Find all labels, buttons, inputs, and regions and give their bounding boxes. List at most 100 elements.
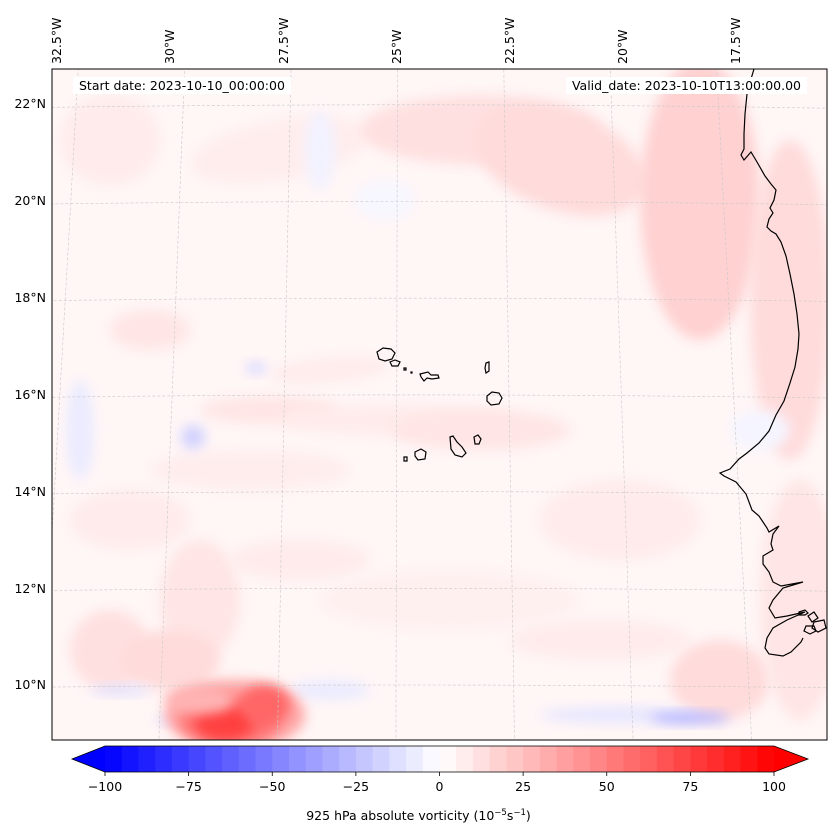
colorbar-tick-label: −50 (259, 779, 286, 794)
latitude-tick-label: 10°N (14, 677, 46, 692)
colorbar-tick-label: 50 (598, 779, 615, 794)
colorbar-band (272, 746, 290, 772)
colorbar-band (506, 746, 524, 772)
colorbar-band (472, 746, 491, 772)
island-coastline (419, 371, 440, 382)
colorbar-band (406, 746, 424, 772)
longitude-tick-label: 32.5°W (49, 17, 64, 64)
parallel-gridline (52, 104, 827, 109)
colorbar-tick-label: 100 (762, 779, 786, 794)
vorticity-contour (120, 630, 220, 690)
african-coastline (718, 69, 806, 657)
colorbar-band (389, 746, 407, 772)
longitude-tick-label: 27.5°W (276, 17, 291, 64)
colorbar-band (539, 746, 558, 772)
colorbar-band (288, 746, 307, 772)
map-field (52, 69, 827, 740)
vorticity-field (60, 69, 827, 740)
colorbar-band (155, 746, 173, 772)
latitude-tick-label: 16°N (14, 387, 46, 402)
parallel-gridline (52, 587, 827, 592)
colorbar-band (656, 746, 675, 772)
island-coastline (403, 456, 408, 462)
vorticity-contour (160, 540, 240, 660)
colorbar (70, 745, 810, 776)
latitude-tick-label: 14°N (14, 484, 46, 499)
vorticity-maximum (240, 685, 290, 725)
island-coastline (414, 448, 427, 461)
colorbar-band (673, 746, 691, 772)
gridlines (52, 69, 827, 740)
vorticity-contour (246, 362, 266, 374)
longitude-tick-label: 22.5°W (502, 17, 517, 64)
island-coastline (376, 347, 396, 362)
meridian-gridline (158, 69, 185, 740)
vorticity-maximum (165, 686, 235, 714)
colorbar-band (205, 746, 223, 772)
vorticity-contour (650, 712, 730, 724)
colorbar-band (606, 746, 624, 772)
colorbar-band (489, 746, 507, 772)
longitude-tick-label: 20°W (615, 29, 630, 64)
island-coastline (486, 391, 503, 406)
colorbar-extend-max (774, 746, 808, 772)
colorbar-tick-label: 25 (515, 779, 532, 794)
meridian-gridline (716, 69, 752, 740)
meridian-gridline (609, 69, 634, 740)
colorbar-band (422, 746, 440, 772)
vorticity-contour (473, 103, 647, 217)
vorticity-contour (230, 540, 370, 580)
colorbar-band (372, 746, 390, 772)
colorbar-band (355, 746, 374, 772)
vorticity-contour (320, 570, 580, 630)
map-frame (51, 68, 828, 741)
colorbar-band (138, 746, 156, 772)
colorbar-band (171, 746, 190, 772)
colorbar-band (623, 746, 641, 772)
latitude-tick-label: 18°N (14, 290, 46, 305)
island-coastline (403, 367, 407, 371)
vorticity-contour (355, 180, 415, 220)
latitude-tick-label: 22°N (14, 96, 46, 111)
colorbar-band (105, 746, 123, 772)
colorbar-tick-label: −100 (87, 779, 123, 794)
longitude-tick-label: 17.5°W (728, 17, 743, 64)
vorticity-contour (90, 685, 150, 695)
colorbar-band (305, 746, 323, 772)
colorbar-band (690, 746, 708, 772)
colorbar-tick-label: −75 (175, 779, 202, 794)
colorbar-band (740, 746, 758, 772)
colorbar-band (238, 746, 257, 772)
start-date-annotation: Start date: 2023-10-10_00:00:00 (73, 77, 291, 94)
vorticity-contour (70, 490, 190, 550)
vorticity-contour (540, 480, 700, 560)
parallel-gridline (52, 201, 827, 206)
parallel-gridline (52, 297, 827, 302)
colorbar-tick-label: 75 (682, 779, 699, 794)
longitude-tick-label: 30°W (162, 29, 177, 64)
vorticity-contour (760, 480, 827, 720)
vorticity-contour (66, 380, 94, 480)
colorbar-band (222, 746, 240, 772)
latitude-tick-label: 12°N (14, 581, 46, 596)
valid-date-annotation: Valid_date: 2023-10-10T13:00:00.00 (565, 77, 807, 94)
longitude-tick-label: 25°W (389, 29, 404, 64)
island-coastline (473, 434, 482, 445)
vorticity-contour (305, 110, 335, 190)
meridian-gridline (52, 69, 79, 539)
coastlines (376, 69, 827, 657)
island-coastline (484, 361, 490, 374)
colorbar-band (188, 746, 206, 772)
vorticity-contour (510, 620, 690, 660)
colorbar-band (757, 746, 775, 772)
colorbar-tick-label: −25 (342, 779, 370, 794)
colorbar-band (573, 746, 591, 772)
latitude-tick-label: 20°N (14, 193, 46, 208)
colorbar-band (439, 746, 457, 772)
colorbar-label: 925 hPa absolute vorticity (10−5s−1) (306, 808, 531, 824)
colorbar-band (339, 746, 357, 772)
colorbar-band (556, 746, 574, 772)
colorbar-band (723, 746, 742, 772)
